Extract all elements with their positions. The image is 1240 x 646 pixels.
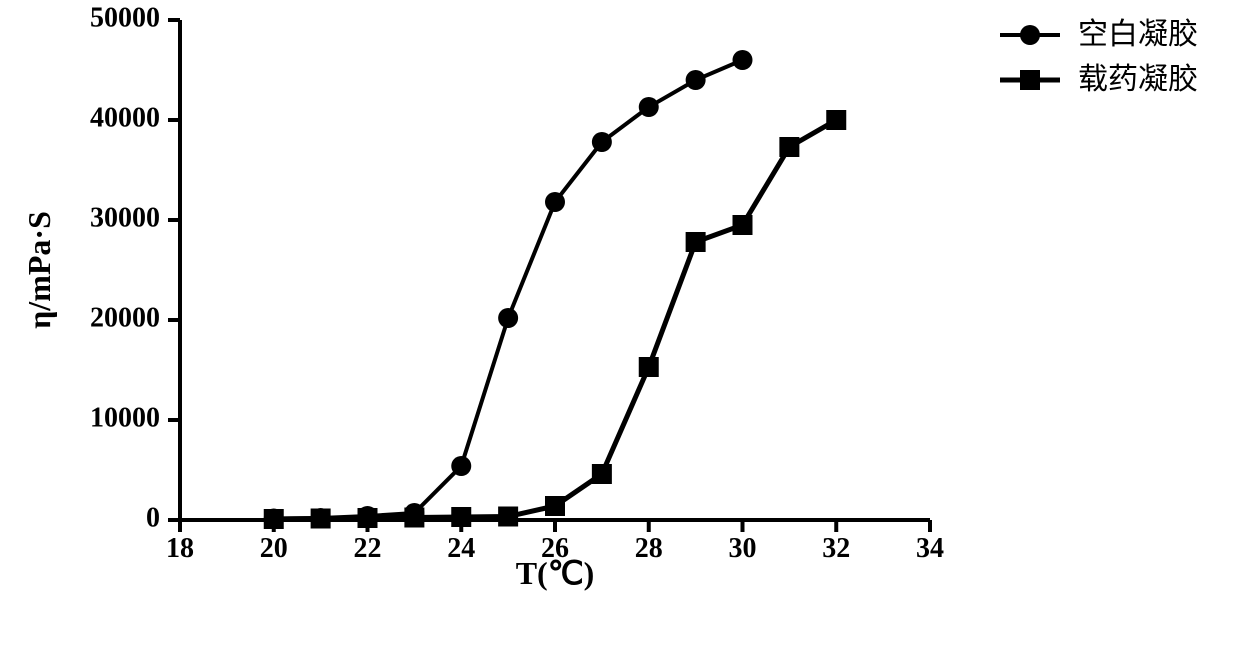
x-tick-label: 24	[447, 533, 475, 564]
x-tick-label: 28	[635, 533, 663, 564]
series-line-0	[274, 60, 743, 519]
y-tick-label: 0	[146, 502, 160, 533]
square-marker	[358, 508, 378, 528]
square-marker	[451, 507, 471, 527]
legend-label: 空白凝胶	[1078, 18, 1198, 51]
chart-root: 1820222426283032340100002000030000400005…	[0, 0, 1240, 646]
square-marker	[779, 137, 799, 157]
square-marker	[733, 215, 753, 235]
circle-marker	[733, 50, 753, 70]
y-tick-label: 40000	[90, 102, 160, 133]
square-marker	[404, 508, 424, 528]
legend-circle-icon	[1020, 25, 1040, 45]
circle-marker	[592, 132, 612, 152]
square-marker	[826, 110, 846, 130]
y-tick-label: 10000	[90, 402, 160, 433]
square-marker	[592, 464, 612, 484]
legend-square-icon	[1020, 70, 1040, 90]
x-tick-label: 18	[166, 533, 194, 564]
y-axis-title: η/mPa·S	[21, 211, 57, 329]
x-tick-label: 34	[916, 533, 944, 564]
square-marker	[311, 509, 331, 529]
square-marker	[498, 507, 518, 527]
circle-marker	[686, 70, 706, 90]
circle-marker	[498, 308, 518, 328]
x-tick-label: 32	[822, 533, 850, 564]
x-tick-label: 20	[260, 533, 288, 564]
square-marker	[264, 509, 284, 529]
y-tick-label: 20000	[90, 302, 160, 333]
square-marker	[686, 232, 706, 252]
legend-label: 载药凝胶	[1078, 63, 1198, 96]
series-line-1	[274, 120, 837, 519]
square-marker	[639, 357, 659, 377]
circle-marker	[545, 192, 565, 212]
x-tick-label: 30	[729, 533, 757, 564]
y-tick-label: 30000	[90, 202, 160, 233]
x-tick-label: 22	[354, 533, 382, 564]
square-marker	[545, 496, 565, 516]
y-tick-label: 50000	[90, 2, 160, 33]
x-axis-title: T(℃)	[516, 555, 595, 591]
circle-marker	[451, 456, 471, 476]
chart-svg: 1820222426283032340100002000030000400005…	[0, 0, 1240, 646]
circle-marker	[639, 97, 659, 117]
